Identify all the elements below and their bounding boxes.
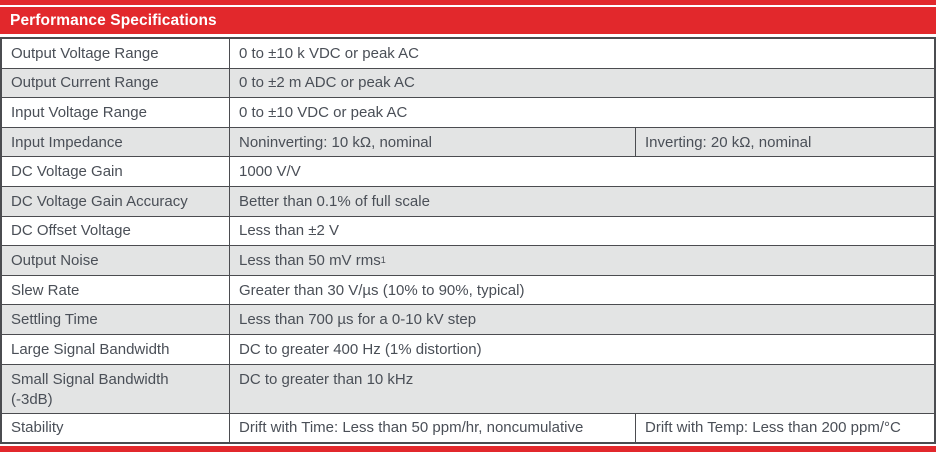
spec-value: 0 to ±2 m ADC or peak AC <box>239 74 415 92</box>
spec-value: Noninverting: 10 kΩ, nominal <box>230 127 636 157</box>
spec-label: DC Offset Voltage <box>2 216 230 246</box>
page-title: Performance Specifications <box>10 11 217 29</box>
spec-label: Output Current Range <box>2 68 230 98</box>
top-red-rule <box>0 0 936 5</box>
spec-label: Slew Rate <box>2 275 230 305</box>
table-row: Slew Rate Greater than 30 V/µs (10% to 9… <box>2 275 934 306</box>
spec-value: Less than 700 µs for a 0-10 kV step <box>239 311 477 329</box>
bottom-red-rule <box>0 446 936 453</box>
spec-label-line2: (-3dB) <box>11 390 53 408</box>
performance-specs-header: Performance Specifications <box>0 7 936 34</box>
spec-label-line1: Small Signal Bandwidth <box>11 370 169 388</box>
performance-specs-table: Output Voltage Range 0 to ±10 k VDC or p… <box>0 37 936 445</box>
spec-value: 1000 V/V <box>239 163 301 181</box>
spec-label: Input Impedance <box>2 127 230 157</box>
spec-value: Better than 0.1% of full scale <box>239 192 430 210</box>
spec-label: DC Voltage Gain Accuracy <box>2 186 230 216</box>
spec-value: Drift with Time: Less than 50 ppm/hr, no… <box>230 413 636 443</box>
table-row: Output Current Range 0 to ±2 m ADC or pe… <box>2 68 934 99</box>
spec-value-secondary: Drift with Temp: Less than 200 ppm/°C <box>645 419 901 437</box>
table-row: Output Noise Less than 50 mV rms 1 <box>2 246 934 276</box>
spec-label: Stability <box>2 413 230 443</box>
table-row: Input Impedance Noninverting: 10 kΩ, nom… <box>2 127 934 158</box>
spec-value: 0 to ±10 k VDC or peak AC <box>239 44 419 62</box>
spec-label-wrapped: Small Signal Bandwidth (-3dB) <box>11 370 169 410</box>
spec-value-secondary: Inverting: 20 kΩ, nominal <box>645 133 812 151</box>
table-row: DC Offset Voltage Less than ±2 V <box>2 216 934 247</box>
table-row: Large Signal Bandwidth DC to greater 400… <box>2 334 934 365</box>
spec-value: 0 to ±10 VDC or peak AC <box>239 103 408 121</box>
table-row: DC Voltage Gain 1000 V/V <box>2 157 934 187</box>
spec-value: Greater than 30 V/µs (10% to 90%, typica… <box>239 281 525 299</box>
spec-value: Less than 50 mV rms 1 <box>239 251 386 269</box>
table-row: Input Voltage Range 0 to ±10 VDC or peak… <box>2 98 934 128</box>
spec-value: Less than ±2 V <box>239 222 339 240</box>
spec-label: Output Voltage Range <box>2 39 230 68</box>
table-row: Stability Drift with Time: Less than 50 … <box>2 413 934 443</box>
table-row: Output Voltage Range 0 to ±10 k VDC or p… <box>2 39 934 69</box>
spec-label: Input Voltage Range <box>2 98 230 127</box>
spec-label: Large Signal Bandwidth <box>2 334 230 364</box>
spec-value: DC to greater 400 Hz (1% distortion) <box>239 340 482 358</box>
table-row: DC Voltage Gain Accuracy Better than 0.1… <box>2 186 934 217</box>
spec-value-text: Less than 50 mV rms <box>239 251 381 269</box>
spec-label: Output Noise <box>2 246 230 275</box>
table-row: Small Signal Bandwidth (-3dB) DC to grea… <box>2 364 934 414</box>
spec-label: Settling Time <box>2 305 230 334</box>
spec-label: DC Voltage Gain <box>2 157 230 186</box>
table-row: Settling Time Less than 700 µs for a 0-1… <box>2 305 934 335</box>
spec-value: DC to greater than 10 kHz <box>239 370 414 388</box>
spec-label: Small Signal Bandwidth (-3dB) <box>2 364 230 413</box>
